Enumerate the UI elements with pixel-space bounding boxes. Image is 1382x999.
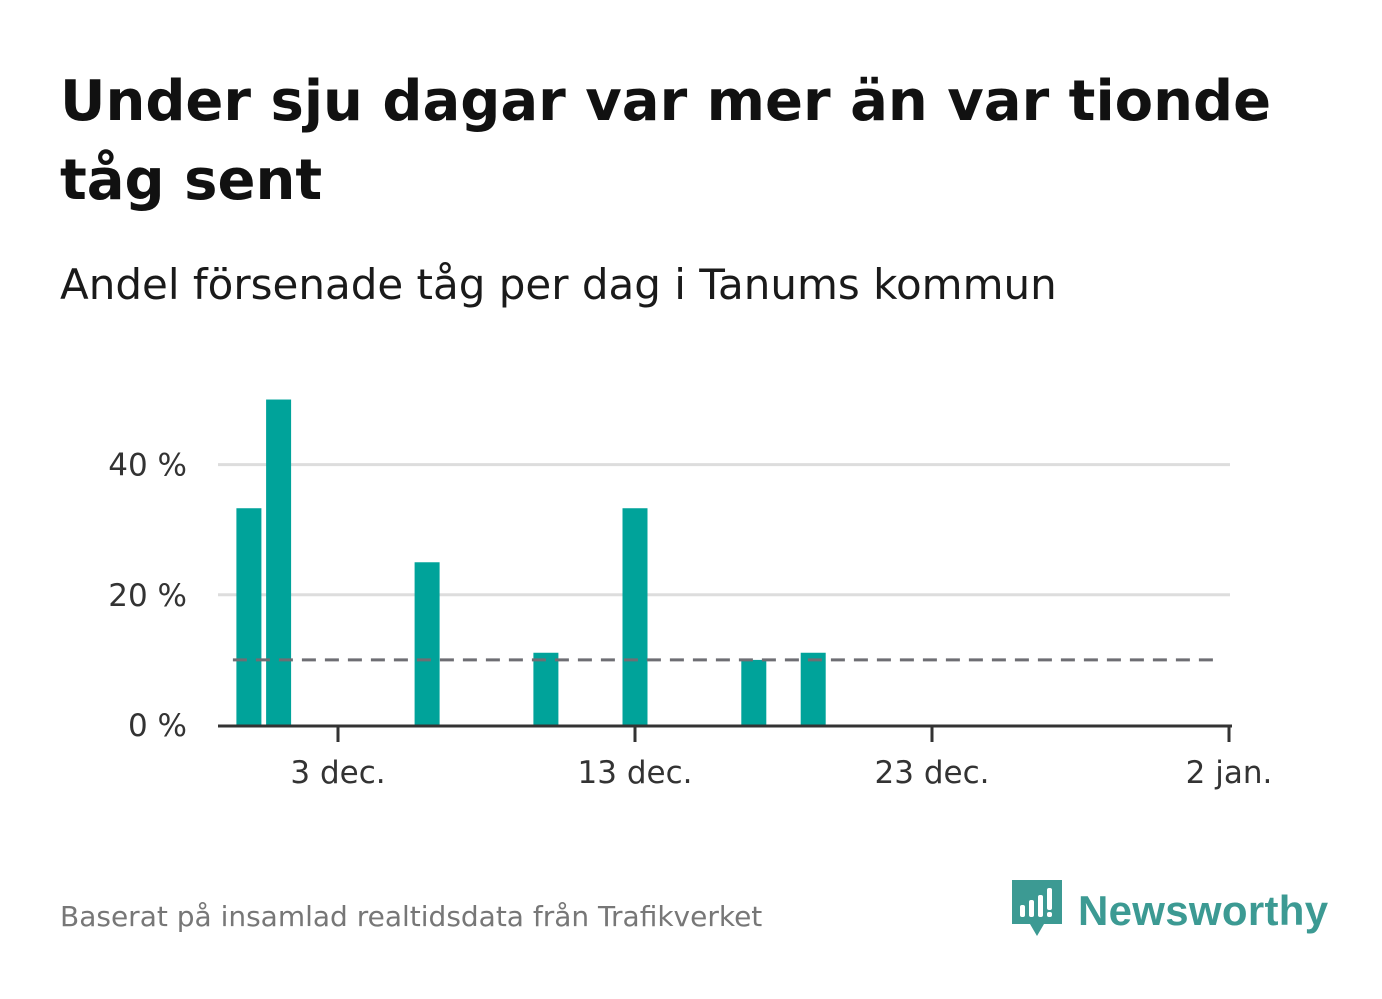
bar: [800, 652, 826, 725]
brand-name: Newsworthy: [1078, 887, 1329, 934]
bars: [236, 399, 826, 725]
x-tick-label: 13 dec.: [578, 755, 693, 791]
x-tick-label: 3 dec.: [290, 755, 385, 791]
chart-subtitle: Andel försenade tåg per dag i Tanums kom…: [60, 260, 1057, 309]
bar: [533, 652, 559, 725]
y-axis-labels: 0 % 20 % 40 %: [108, 448, 187, 744]
y-tick-label: 40 %: [108, 448, 187, 484]
brand-logo: Newsworthy: [1010, 878, 1328, 944]
bar: [266, 399, 292, 725]
y-tick-label: 0 %: [128, 708, 187, 744]
x-axis: [218, 724, 1232, 742]
x-axis-labels: 3 dec. 13 dec. 23 dec. 2 jan.: [290, 755, 1272, 791]
bar: [741, 659, 767, 725]
newsworthy-logo-icon: [1010, 878, 1064, 944]
bar: [236, 508, 262, 725]
gridlines: [218, 463, 1230, 597]
y-tick-label: 20 %: [108, 578, 187, 614]
bar: [414, 562, 440, 725]
x-tick-label: 2 jan.: [1186, 755, 1273, 791]
chart-title: Under sju dagar var mer än var tionde tå…: [60, 69, 1272, 213]
x-tick-label: 23 dec.: [875, 755, 990, 791]
bar: [622, 508, 648, 725]
source-note: Baserat på insamlad realtidsdata från Tr…: [60, 900, 763, 933]
